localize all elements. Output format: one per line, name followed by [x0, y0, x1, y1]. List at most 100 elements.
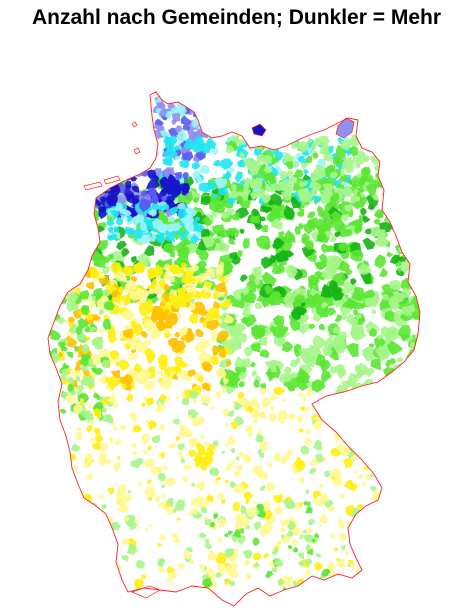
municipality-region — [253, 521, 262, 531]
municipality-region — [356, 172, 362, 179]
municipality-region — [152, 218, 164, 231]
municipality-region — [144, 527, 149, 532]
municipality-region — [305, 569, 312, 577]
municipality-region — [214, 176, 226, 189]
municipality-region — [268, 412, 278, 423]
municipality-region — [374, 586, 381, 594]
municipality-region — [263, 243, 272, 251]
municipality-region — [85, 453, 93, 463]
municipality-region — [233, 402, 243, 411]
municipality-region — [308, 468, 317, 474]
municipality-region — [312, 152, 319, 159]
municipality-region — [252, 552, 262, 561]
municipality-region — [141, 574, 147, 580]
municipality-region — [186, 547, 193, 553]
municipality-region — [358, 262, 372, 275]
municipality-region — [280, 178, 294, 191]
municipality-region — [131, 442, 137, 449]
municipality-region — [59, 408, 67, 414]
municipality-region — [244, 424, 253, 434]
municipality-region — [176, 134, 185, 141]
municipality-region — [303, 222, 317, 235]
municipality-region — [347, 300, 358, 310]
municipality-region — [399, 186, 415, 199]
municipality-region — [298, 477, 305, 484]
municipality-region — [204, 518, 211, 526]
municipality-region — [400, 259, 411, 274]
municipality-region — [305, 381, 313, 388]
municipality-region — [191, 143, 201, 153]
municipality-region — [101, 504, 108, 510]
municipality-region — [224, 565, 231, 571]
municipality-region — [157, 542, 162, 547]
municipality-region — [355, 313, 363, 319]
municipality-region — [360, 540, 370, 551]
municipality-region — [176, 517, 181, 522]
municipality-region — [78, 520, 83, 526]
municipality-region — [75, 546, 85, 556]
municipality-region — [387, 340, 404, 356]
island-east-frisian — [103, 175, 121, 185]
municipality-region — [156, 97, 162, 104]
municipality-region — [314, 195, 322, 204]
municipality-region — [105, 413, 114, 424]
municipality-region — [254, 302, 263, 310]
municipality-region — [388, 295, 400, 308]
municipality-region — [322, 346, 333, 357]
municipality-region — [80, 305, 90, 315]
municipality-region — [330, 534, 336, 539]
municipality-region — [361, 347, 372, 359]
municipality-region — [272, 493, 283, 504]
municipality-region — [373, 218, 380, 225]
municipality-region — [256, 429, 263, 436]
municipality-region — [235, 456, 240, 461]
municipality-region — [371, 308, 377, 314]
municipality-region — [225, 145, 235, 154]
municipality-region — [250, 408, 259, 419]
municipality-region — [298, 428, 304, 433]
municipality-region — [310, 579, 315, 584]
municipality-region — [139, 234, 151, 245]
municipality-region — [276, 263, 285, 274]
municipality-region — [76, 427, 82, 433]
municipality-region — [170, 582, 174, 587]
municipality-region — [334, 314, 342, 323]
municipality-region — [96, 225, 106, 233]
municipality-region — [340, 140, 350, 149]
municipality-region — [390, 377, 399, 387]
municipality-region — [158, 534, 166, 541]
municipality-region — [219, 261, 225, 269]
municipality-region — [48, 297, 54, 305]
municipality-region — [214, 480, 219, 486]
municipality-region — [48, 306, 55, 312]
municipality-region — [200, 463, 207, 471]
municipality-region — [389, 254, 400, 264]
municipality-region — [344, 165, 355, 174]
municipality-region — [195, 328, 204, 338]
municipality-region — [228, 566, 239, 578]
municipality-region — [297, 141, 310, 154]
municipality-region — [78, 504, 83, 509]
municipality-region — [365, 397, 370, 402]
municipality-region — [299, 208, 305, 217]
municipality-region — [179, 455, 186, 460]
municipality-region — [56, 277, 69, 289]
municipality-region — [164, 502, 170, 508]
municipality-region — [292, 547, 299, 553]
municipality-region — [256, 503, 265, 512]
municipality-region — [344, 432, 351, 437]
municipality-region — [305, 294, 320, 309]
municipality-region — [287, 500, 296, 509]
municipality-region — [269, 204, 281, 213]
municipality-region — [119, 208, 127, 215]
municipality-region — [330, 366, 338, 375]
municipality-region — [162, 465, 168, 471]
municipality-region — [281, 341, 294, 353]
municipality-region — [115, 495, 129, 505]
municipality-region — [53, 386, 59, 392]
municipality-region — [186, 285, 197, 294]
municipality-region — [360, 207, 367, 216]
municipality-region — [332, 326, 341, 334]
municipality-region — [387, 374, 395, 383]
municipality-region — [200, 394, 212, 404]
